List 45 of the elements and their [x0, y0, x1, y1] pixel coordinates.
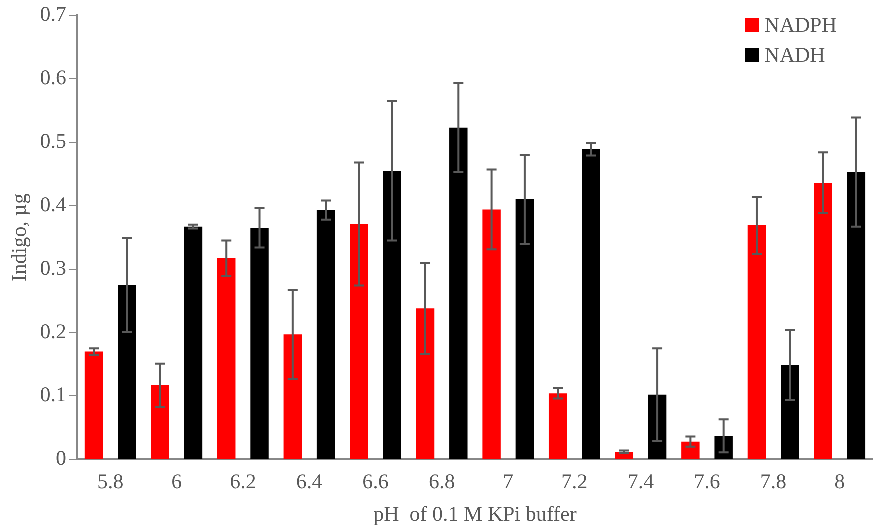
- bar: [151, 385, 170, 460]
- x-tick-label: 7.8: [760, 470, 787, 494]
- bar: [184, 226, 203, 460]
- bar: [482, 210, 501, 460]
- bar: [383, 171, 402, 460]
- legend-label: NADH: [764, 42, 826, 69]
- x-tick-label: 6.8: [428, 470, 456, 494]
- x-tick-label: 6.6: [362, 470, 389, 494]
- bar: [781, 365, 800, 460]
- y-tick-label: 0.6: [40, 66, 66, 90]
- x-tick-label: 7.2: [562, 470, 588, 494]
- y-axis-title: Indigo, µg: [7, 193, 32, 282]
- x-tick-label: 6.4: [296, 470, 324, 494]
- bar: [748, 226, 766, 460]
- bar: [516, 200, 534, 460]
- bar: [582, 149, 600, 460]
- bar: [847, 172, 866, 460]
- x-tick-label: 7.6: [694, 470, 720, 494]
- x-tick-label: 7: [503, 470, 514, 494]
- bar: [682, 442, 700, 460]
- x-tick-label: 6: [172, 470, 182, 494]
- y-tick-label: 0.1: [40, 382, 66, 407]
- bar: [450, 128, 468, 460]
- x-tick-label: 5.8: [97, 470, 124, 494]
- bar: [118, 285, 136, 460]
- bar: [284, 334, 302, 460]
- bar: [250, 228, 269, 460]
- y-tick-label: 0.7: [40, 2, 66, 26]
- y-tick-label: 0.3: [40, 256, 66, 280]
- y-tick-label: 0.4: [40, 192, 67, 216]
- bar: [416, 308, 435, 460]
- bar: [218, 258, 236, 460]
- x-axis-title: pH of 0.1 M KPi buffer: [374, 502, 577, 526]
- bar: [84, 352, 104, 460]
- y-tick-label: 0.5: [40, 128, 66, 153]
- bar: [814, 183, 832, 460]
- x-tick-label: 7.4: [628, 470, 655, 494]
- x-tick-label: 6.2: [230, 470, 256, 494]
- y-tick-label: 0: [56, 446, 66, 470]
- legend-label: NADPH: [764, 12, 837, 39]
- y-tick-label: 0.2: [40, 319, 66, 344]
- x-tick-label: 8: [834, 470, 846, 494]
- bar: [350, 224, 368, 460]
- bar: [548, 394, 568, 460]
- bar: [316, 210, 336, 460]
